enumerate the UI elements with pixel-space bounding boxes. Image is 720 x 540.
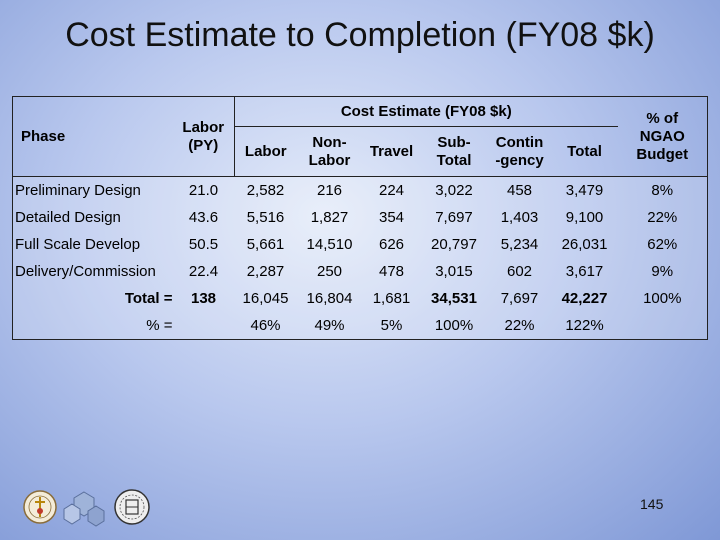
table-cell: 16,804 (296, 285, 363, 312)
table-cell-phase: Detailed Design (12, 204, 173, 231)
header-sub-total-line1: Sub- (437, 133, 471, 151)
header-pct-budget: % of NGAO Budget (617, 96, 709, 177)
table-cell: 478 (362, 258, 421, 285)
header-sub-total-line2: Total (436, 151, 472, 169)
table-cell: 46% (234, 312, 297, 340)
table-cell: 100% (617, 285, 709, 312)
table-cell: 5,234 (487, 231, 552, 258)
header-total: Total (551, 126, 618, 177)
caltech-seal-icon (23, 490, 57, 524)
table-cell-phase: Full Scale Develop (12, 231, 173, 258)
table-cell: 100% (420, 312, 488, 340)
table-cell: 2,582 (234, 176, 297, 204)
table-cell: 1,827 (296, 204, 363, 231)
table-cell: 5% (362, 312, 421, 340)
table-cell: 3,022 (420, 176, 488, 204)
table-cell: 3,015 (420, 258, 488, 285)
table-cell: 224 (362, 176, 421, 204)
header-non-labor: Non- Labor (296, 126, 363, 177)
table-cell: 34,531 (420, 285, 488, 312)
table-row: Delivery/Commission 22.4 2,287 250 478 3… (12, 258, 709, 285)
header-pct-line2: NGAO (639, 127, 685, 145)
header-sub-total: Sub- Total (420, 126, 488, 177)
table-cell: 14,510 (296, 231, 363, 258)
total-label: Total = (12, 285, 173, 312)
table-cell: 5,661 (234, 231, 297, 258)
table-cell: 1,681 (362, 285, 421, 312)
table-cell: 3,479 (551, 176, 618, 204)
table-cell: 50.5 (172, 231, 235, 258)
table-cell (172, 312, 235, 340)
table-cell: 22.4 (172, 258, 235, 285)
table-cell: 22% (487, 312, 552, 340)
table-cell: 602 (487, 258, 552, 285)
page-number: 145 (640, 496, 664, 512)
table-cell: 9,100 (551, 204, 618, 231)
table-cell: 20,797 (420, 231, 488, 258)
table-cell: 138 (172, 285, 235, 312)
header-pct-line1: % of (646, 109, 679, 127)
table-cell: 5,516 (234, 204, 297, 231)
table-cell: 2,287 (234, 258, 297, 285)
table-cell: 3,617 (551, 258, 618, 285)
header-labor-py-line1: Labor (182, 118, 225, 136)
table-cell: 1,403 (487, 204, 552, 231)
header-phase: Phase (12, 96, 173, 177)
table-cell: 43.6 (172, 204, 235, 231)
table-cell: 21.0 (172, 176, 235, 204)
header-non-labor-line1: Non- (312, 133, 347, 151)
table-cell-phase: Preliminary Design (12, 176, 173, 204)
keck-hexagon-mirror-icon (63, 491, 105, 527)
table-cell: 42,227 (551, 285, 618, 312)
table-cell: 354 (362, 204, 421, 231)
header-contingency-line1: Contin (495, 133, 544, 151)
table-cell: 9% (617, 258, 709, 285)
slide-title: Cost Estimate to Completion (FY08 $k) (65, 16, 655, 54)
uc-seal-icon (114, 489, 150, 525)
table-cell: 7,697 (487, 285, 552, 312)
table-row: Full Scale Develop 50.5 5,661 14,510 626… (12, 231, 709, 258)
table-row-percent: % = 46% 49% 5% 100% 22% 122% (12, 312, 709, 340)
header-travel: Travel (362, 126, 421, 177)
table-cell: 16,045 (234, 285, 297, 312)
table-row-total: Total = 138 16,045 16,804 1,681 34,531 7… (12, 285, 709, 312)
header-labor-py-line2: (PY) (188, 136, 219, 154)
table-cell: 250 (296, 258, 363, 285)
header-contingency-line2: -gency (495, 151, 544, 169)
header-contingency: Contin -gency (487, 126, 552, 177)
table-cell: 458 (487, 176, 552, 204)
table-cell: 216 (296, 176, 363, 204)
table-cell: 22% (617, 204, 709, 231)
table-cell: 49% (296, 312, 363, 340)
cost-estimate-table: Phase Labor (PY) Cost Estimate (FY08 $k)… (12, 96, 709, 340)
header-pct-line3: Budget (636, 145, 689, 163)
percent-label: % = (12, 312, 173, 340)
table-cell: 8% (617, 176, 709, 204)
header-labor-py: Labor (PY) (172, 96, 235, 177)
header-non-labor-line2: Labor (308, 151, 351, 169)
cost-table-container: Phase Labor (PY) Cost Estimate (FY08 $k)… (12, 96, 709, 340)
table-cell-phase: Delivery/Commission (12, 258, 173, 285)
table-cell (617, 312, 709, 340)
table-cell: 626 (362, 231, 421, 258)
institution-logos (22, 482, 162, 532)
table-row: Preliminary Design 21.0 2,582 216 224 3,… (12, 176, 709, 204)
header-labor: Labor (234, 126, 297, 177)
table-cell: 122% (551, 312, 618, 340)
table-cell: 26,031 (551, 231, 618, 258)
table-row: Detailed Design 43.6 5,516 1,827 354 7,6… (12, 204, 709, 231)
header-cost-estimate-group: Cost Estimate (FY08 $k) (233, 96, 618, 127)
table-cell: 7,697 (420, 204, 488, 231)
table-cell: 62% (617, 231, 709, 258)
